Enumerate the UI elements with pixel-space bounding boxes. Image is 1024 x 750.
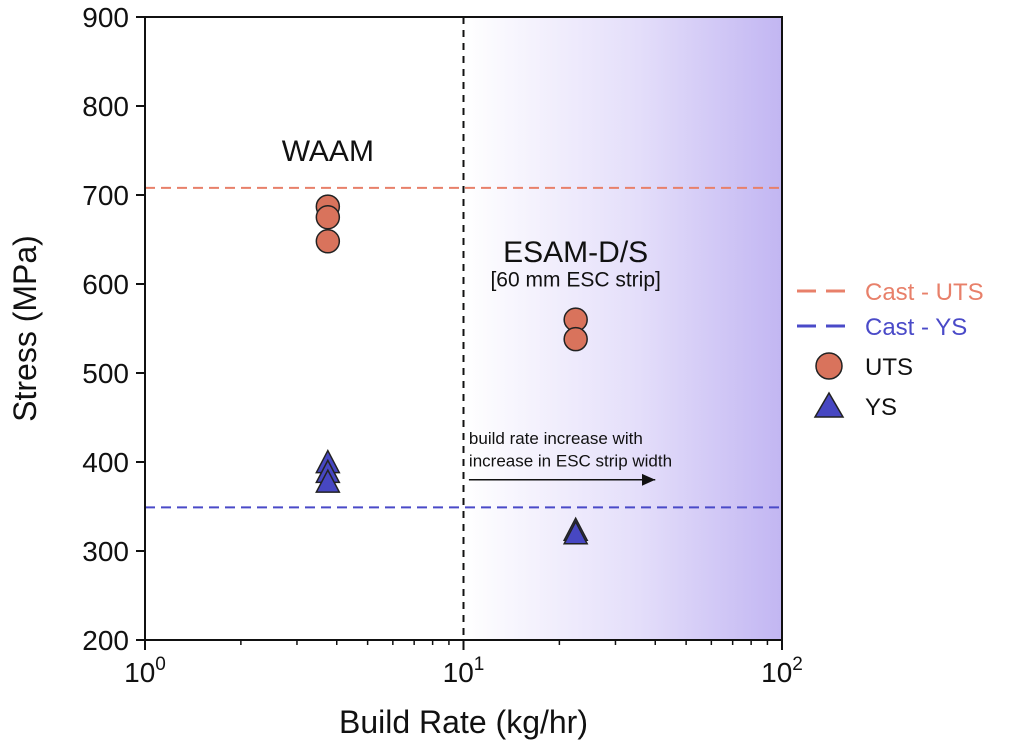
y-tick-label: 500	[82, 358, 129, 389]
x-tick-label: 100	[124, 654, 166, 688]
annotation-note2: increase in ESC strip width	[469, 451, 672, 470]
y-tick-label: 400	[82, 447, 129, 478]
y-tick-label: 900	[82, 2, 129, 33]
legend-entry: Cast - UTS	[797, 279, 984, 306]
annotation-esam: ESAM-D/S	[503, 236, 648, 269]
y-tick-label: 600	[82, 269, 129, 300]
ys-point	[315, 468, 341, 493]
x-axis-title: Build Rate (kg/hr)	[339, 704, 588, 740]
build-rate-shaded-region	[463, 17, 782, 640]
legend-label: Cast - YS	[865, 314, 967, 341]
legend-label: YS	[865, 394, 897, 421]
uts-point	[563, 326, 588, 352]
annotation-note1: build rate increase with	[469, 429, 643, 448]
uts-point	[315, 205, 341, 230]
y-tick-label: 200	[82, 625, 129, 656]
legend-label: Cast - UTS	[865, 279, 984, 306]
ys-point	[562, 520, 589, 545]
x-tick-label: 102	[761, 654, 803, 688]
y-tick-label: 700	[82, 180, 129, 211]
annotation-waam: WAAM	[282, 135, 374, 168]
legend-marker-triangle	[813, 391, 845, 418]
legend-marker-circle	[815, 352, 843, 380]
legend-entry: UTS	[815, 352, 913, 381]
legend-entry: Cast - YS	[797, 314, 967, 341]
legend-entry: YS	[813, 391, 897, 421]
x-tick-label: 101	[443, 654, 485, 688]
uts-point	[315, 229, 341, 254]
y-tick-label: 800	[82, 91, 129, 122]
y-tick-label: 300	[82, 536, 129, 567]
legend-label: UTS	[865, 354, 913, 381]
y-axis-title: Stress (MPa)	[7, 235, 43, 422]
annotation-esam-sub: [60 mm ESC strip]	[490, 269, 660, 292]
